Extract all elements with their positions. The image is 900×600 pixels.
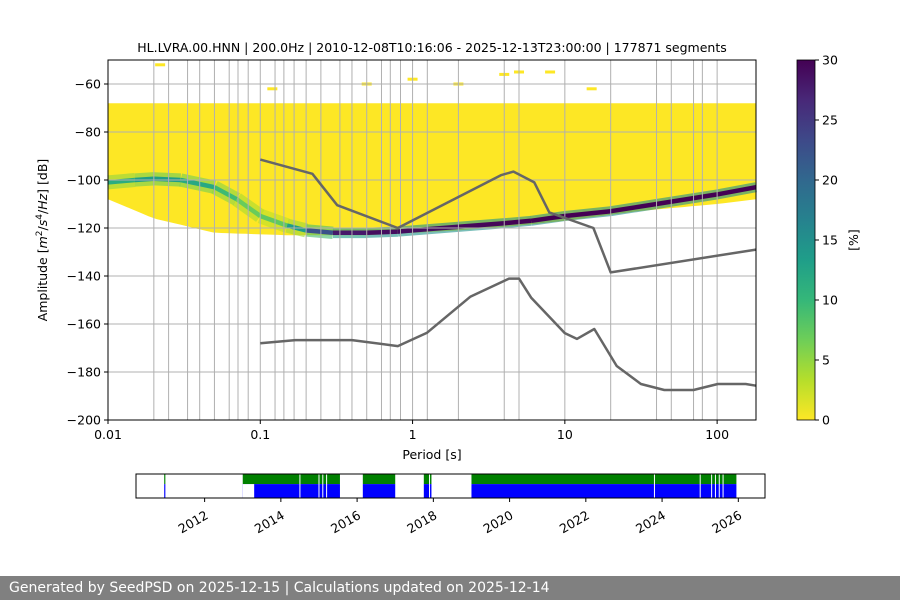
availability-bar-lower — [423, 484, 432, 498]
x-tick-label: 0.01 — [94, 427, 122, 442]
availability-bar-upper — [242, 474, 340, 485]
y-tick-label: −100 — [67, 173, 101, 188]
x-tick-label: 10 — [557, 427, 573, 442]
psd-chart: 0.01 0.1 1 10 100 −60 −80 −100 −120 −140 −160 −180… — [35, 40, 757, 462]
psd-outlier — [586, 87, 597, 91]
availability-bar-lower — [471, 484, 737, 498]
availability-timeline: 2012 2014 2016 2018 2020 2022 2024 2026 — [135, 473, 766, 536]
timeline-tick-label: 2014 — [252, 507, 287, 536]
psd-mode-segment — [458, 220, 505, 230]
availability-bar-upper — [362, 474, 396, 485]
y-axis-label: Amplitude [m2/s4/Hz] [dB] — [35, 159, 50, 322]
psd-mode-segment — [180, 177, 215, 190]
psd-mode-segment — [716, 184, 757, 197]
colorbar-tick-label: 20 — [822, 173, 838, 188]
availability-bar-lower — [242, 484, 340, 498]
y-tick-label: −140 — [67, 269, 101, 284]
colorbar-tick-label: 10 — [822, 293, 838, 308]
colorbar-gradient — [796, 59, 816, 421]
colorbar: 0 5 10 15 20 25 30 [%] — [796, 53, 861, 428]
availability-gap-lower — [242, 484, 255, 498]
availability-bar-upper — [164, 474, 166, 485]
y-tick-label: −160 — [67, 317, 101, 332]
chart-title: HL.LVRA.00.HNN | 200.0Hz | 2010-12-08T10… — [137, 40, 727, 55]
availability-bar-upper — [471, 474, 737, 485]
figure: 0.01 0.1 1 10 100 −60−80−100−120−140−160−180… — [35, 40, 861, 536]
psd-mode-segment — [656, 192, 718, 207]
x-tick-label: 0.1 — [250, 427, 270, 442]
y-tick-label: −180 — [67, 365, 101, 380]
plot-frame — [107, 59, 757, 421]
x-axis-ticks: 0.01 0.1 1 10 100 — [94, 420, 729, 442]
psd-mode-segment — [213, 185, 238, 202]
availability-bar-lower — [362, 484, 396, 498]
psd-mode-segment — [504, 218, 532, 226]
psd-outlier — [267, 87, 278, 91]
psd-density-band — [108, 103, 756, 236]
psd-mode-segment — [366, 229, 398, 236]
colorbar-tick-label: 30 — [822, 53, 838, 68]
noise-model-nlnm — [260, 277, 757, 392]
timeline-tick-label: 2022 — [557, 507, 592, 536]
x-tick-label: 100 — [705, 427, 729, 442]
noise-model-layer — [259, 158, 757, 392]
psd-outlier — [545, 70, 556, 74]
timeline-tick-label: 2024 — [633, 507, 668, 536]
availability-bars — [164, 474, 737, 498]
timeline-tick-label: 2026 — [709, 507, 744, 536]
psd-mode-segment — [259, 213, 288, 228]
timeline-tick-label: 2012 — [176, 507, 211, 536]
colorbar-tick-label: 15 — [822, 233, 838, 248]
timeline-frame — [135, 473, 766, 499]
psd-mode-segment — [564, 208, 611, 219]
footer-bar: Generated by SeedPSD on 2025-12-15 | Cal… — [0, 576, 900, 600]
timeline-tick-label: 2018 — [404, 507, 439, 536]
availability-bar-upper — [423, 474, 432, 485]
x-axis-label: Period [s] — [402, 447, 461, 462]
noise-model-nhnm — [259, 158, 757, 274]
timeline-ticks: 2012 2014 2016 2018 2020 2022 2024 2026 — [176, 498, 744, 536]
availability-bar-lower — [164, 484, 166, 498]
psd-mode-segment — [412, 224, 459, 233]
timeline-tick-label: 2020 — [481, 507, 516, 536]
colorbar-ticks: 0 5 10 15 20 25 30 — [815, 53, 838, 428]
y-tick-label: −60 — [75, 77, 101, 92]
y-tick-label: −120 — [67, 221, 101, 236]
colorbar-tick-label: 0 — [822, 413, 830, 428]
footer-text: Generated by SeedPSD on 2025-12-15 | Cal… — [9, 580, 550, 596]
colorbar-tick-label: 5 — [822, 353, 830, 368]
y-tick-label: −80 — [75, 125, 101, 140]
colorbar-label: [%] — [846, 229, 861, 251]
psd-outlier — [155, 63, 166, 67]
x-tick-label: 1 — [409, 427, 417, 442]
timeline-tick-label: 2016 — [328, 507, 363, 536]
psd-mode-segment — [610, 201, 657, 214]
y-tick-label: −200 — [67, 413, 101, 428]
y-axis-ticks: −60 −80 −100 −120 −140 −160 −180 −200 — [67, 77, 108, 428]
psd-mode-segment — [305, 228, 334, 236]
colorbar-tick-label: 25 — [822, 113, 838, 128]
